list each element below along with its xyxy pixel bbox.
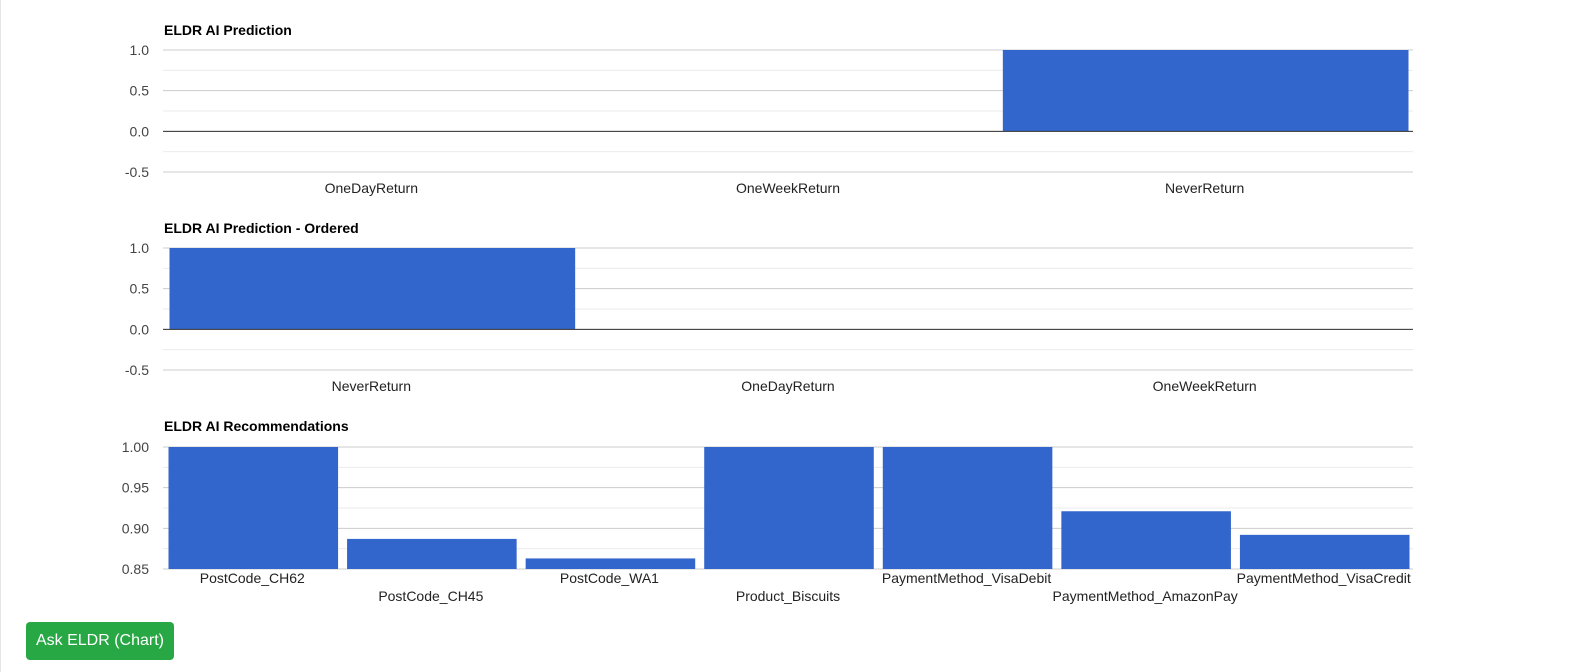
category-label: NeverReturn xyxy=(1165,180,1244,196)
chart-2: ELDR AI Prediction - Ordered 1.0 0.5 0.0 -0.… xyxy=(125,220,1413,394)
bar-Product_Biscuits xyxy=(704,447,874,569)
y-tick-label: 1.0 xyxy=(130,240,150,256)
bar-PostCode_CH62 xyxy=(168,447,339,569)
bar-PostCode_WA1 xyxy=(525,558,696,569)
bar-PaymentMethod_AmazonPay xyxy=(1061,511,1231,569)
bar-NeverReturn xyxy=(169,248,576,330)
bar-PostCode_CH45 xyxy=(347,538,517,569)
y-tick-label: 0.0 xyxy=(130,123,150,139)
y-tick-label: 1.0 xyxy=(130,42,150,58)
category-label: OneDayReturn xyxy=(325,180,418,196)
category-label: OneDayReturn xyxy=(741,378,834,394)
charts-canvas: ELDR AI Prediction 1.0 0.5 0.0 -0.5 OneDayRet… xyxy=(122,22,1413,604)
y-tick-label: 0.5 xyxy=(130,83,150,99)
y-tick-label: 0.0 xyxy=(130,321,150,337)
y-tick-label: 0.95 xyxy=(122,480,149,496)
y-tick-label: 0.5 xyxy=(130,281,150,297)
bar-NeverReturn xyxy=(1002,50,1409,132)
y-tick-label: 0.85 xyxy=(122,561,149,577)
category-label: PostCode_CH62 xyxy=(200,570,305,586)
y-tick-label: 1.00 xyxy=(122,439,149,455)
chart-title: ELDR AI Recommendations xyxy=(164,418,349,434)
category-label: PaymentMethod_VisaDebit xyxy=(882,570,1052,586)
category-label: Product_Biscuits xyxy=(736,588,840,604)
category-label: OneWeekReturn xyxy=(1153,378,1257,394)
y-tick-label: -0.5 xyxy=(125,362,149,378)
chart-title: ELDR AI Prediction - Ordered xyxy=(164,220,359,236)
category-label: PaymentMethod_AmazonPay xyxy=(1053,588,1238,604)
bar-PaymentMethod_VisaDebit xyxy=(882,447,1053,569)
chart-1: ELDR AI Prediction 1.0 0.5 0.0 -0.5 OneDayRet… xyxy=(125,22,1413,196)
category-label: PostCode_WA1 xyxy=(560,570,659,586)
category-label: PostCode_CH45 xyxy=(378,588,483,604)
y-tick-label: -0.5 xyxy=(125,164,149,180)
ask-eldr-chart-button[interactable]: Ask ELDR (Chart) xyxy=(26,622,174,660)
category-label: OneWeekReturn xyxy=(736,180,840,196)
category-label: NeverReturn xyxy=(332,378,411,394)
chart-title: ELDR AI Prediction xyxy=(164,22,292,38)
bar-PaymentMethod_VisaCredit xyxy=(1239,534,1410,569)
y-tick-label: 0.90 xyxy=(122,520,149,536)
chart-3: ELDR AI Recommendations 1.00 0.95 0.90 0.85 P… xyxy=(122,418,1413,604)
category-label: PaymentMethod_VisaCredit xyxy=(1237,570,1411,586)
page-left-border xyxy=(0,0,1,672)
